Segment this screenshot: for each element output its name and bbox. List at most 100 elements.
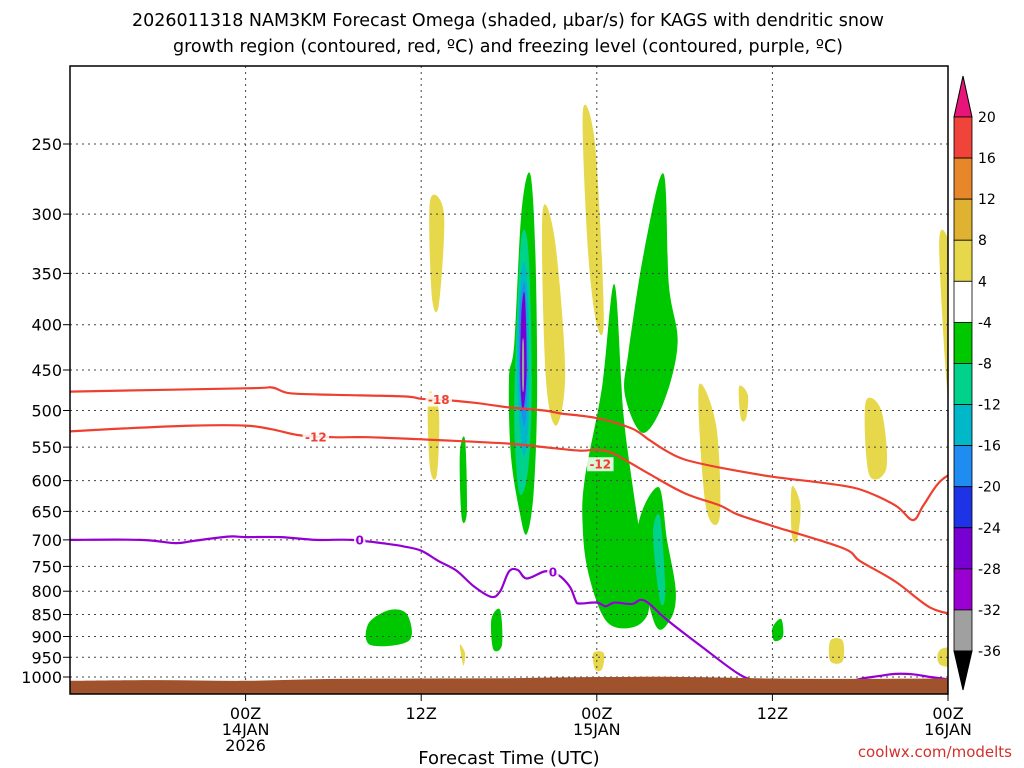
omega-area--8-13 xyxy=(771,618,784,642)
omega-area--12-9 xyxy=(653,513,666,606)
omega-shading xyxy=(365,104,948,672)
dgz-contours: -18 -12 -12 xyxy=(70,386,948,615)
y-tick-label-800: 800 xyxy=(31,582,62,601)
omega-area-4-18 xyxy=(427,391,440,480)
y-tick-label-750: 750 xyxy=(31,557,62,576)
colorbar-label-20: 20 xyxy=(978,110,996,126)
colorbar: 20 16 12 8 4 -4 -8 -12 -16 -20 -24 -28 -32 -36 xyxy=(953,75,1001,691)
y-tick-label-300: 300 xyxy=(31,205,62,224)
colorbar-label--16: -16 xyxy=(978,439,1001,455)
omega-area--8-7 xyxy=(624,173,678,433)
colorbar-label--28: -28 xyxy=(978,562,1001,578)
omega-area-4-17 xyxy=(541,204,566,426)
colorbar-band-9 xyxy=(953,486,973,529)
y-tick-label-450: 450 xyxy=(31,361,62,380)
y-tick-label-850: 850 xyxy=(31,606,62,625)
x-tick-label-0-1: 14JAN xyxy=(222,720,270,739)
omega-area-4-20 xyxy=(738,385,749,422)
x-tick-label-0-0: 00Z xyxy=(230,704,261,723)
colorbar-band-4 xyxy=(953,280,973,323)
colorbar-band-7 xyxy=(953,404,973,447)
dgz-contour-line-1 xyxy=(70,424,948,615)
colorbar-band-6 xyxy=(953,363,973,405)
chart-title-line-2: growth region (contoured, red, ºC) and f… xyxy=(173,37,843,57)
dgz-contour-label-bg-1 xyxy=(302,430,330,445)
y-tick-label-500: 500 xyxy=(31,402,62,421)
colorbar-top-arrow xyxy=(953,75,973,118)
omega-area-4-25 xyxy=(937,647,948,667)
y-tick-label-1000: 1000 xyxy=(21,668,62,687)
omega-area--8-11 xyxy=(490,608,503,652)
omega-area--8-6 xyxy=(582,284,650,629)
colorbar-label--20: -20 xyxy=(978,480,1001,496)
omega-area-4-23 xyxy=(939,229,948,403)
freezing-contour-label-1: 0 xyxy=(549,565,557,579)
colorbar-label-8: 8 xyxy=(978,233,987,249)
omega-area-4-28 xyxy=(459,644,466,666)
colorbar-label--8: -8 xyxy=(978,356,992,372)
colorbar-band-8 xyxy=(953,445,973,488)
freezing-contour-label-0: 0 xyxy=(356,533,364,547)
surface-terrain xyxy=(70,676,948,694)
grid-lines xyxy=(70,66,949,694)
freezing-contour-label-bg-1 xyxy=(547,564,559,579)
y-axis-ticks: 250 300 350 400 450 500 550 600 650 700 750 800 850 9… xyxy=(21,135,70,687)
dgz-contour-label-1: -12 xyxy=(305,431,327,445)
y-tick-label-400: 400 xyxy=(31,316,62,335)
x-tick-label-4-1: 16JAN xyxy=(924,720,972,739)
omega-area-4-26 xyxy=(828,638,845,664)
chart-title-line-1: 2026011318 NAM3KM Forecast Omega (shaded… xyxy=(132,11,884,31)
x-tick-label-1-0: 12Z xyxy=(406,704,437,723)
colorbar-band-10 xyxy=(953,527,973,570)
y-tick-label-350: 350 xyxy=(31,264,62,283)
dgz-contour-label-bg-0 xyxy=(425,392,453,407)
x-axis-label: Forecast Time (UTC) xyxy=(418,748,599,768)
y-tick-label-900: 900 xyxy=(31,627,62,646)
colorbar-band-5 xyxy=(953,321,973,364)
omega-area--32-5 xyxy=(521,338,525,393)
colorbar-bottom-arrow xyxy=(953,650,973,691)
colorbar-label-16: 16 xyxy=(978,151,996,167)
omega-area-4-27 xyxy=(592,651,605,672)
freezing-level-contours: 00 xyxy=(70,532,948,685)
y-tick-label-950: 950 xyxy=(31,648,62,667)
y-tick-label-550: 550 xyxy=(31,438,62,457)
omega-area-4-19 xyxy=(698,383,721,526)
freezing-contour-line-0 xyxy=(70,535,771,685)
x-tick-label-0-2: 2026 xyxy=(225,736,266,755)
x-tick-label-4-0: 00Z xyxy=(932,704,963,723)
colorbar-label-12: 12 xyxy=(978,192,996,208)
credit-text: coolwx.com/modelts xyxy=(858,743,1012,761)
x-tick-label-3-0: 12Z xyxy=(757,704,788,723)
dgz-contour-label-bg-2 xyxy=(587,457,614,472)
dgz-contour-line-0 xyxy=(70,386,948,522)
freezing-contour-label-bg-0 xyxy=(353,532,366,547)
colorbar-band-3 xyxy=(953,239,973,282)
x-tick-label-2-1: 15JAN xyxy=(573,720,621,739)
omega-area-4-15 xyxy=(582,104,604,336)
surface-ground xyxy=(70,676,948,694)
colorbar-label-4: 4 xyxy=(978,274,987,290)
colorbar-label--24: -24 xyxy=(978,521,1001,537)
plot-frame xyxy=(69,65,949,695)
dgz-contour-label-0: -18 xyxy=(428,393,450,407)
colorbar-band-11 xyxy=(953,568,973,611)
dgz-contour-label-2: -12 xyxy=(589,458,611,472)
colorbar-band-1 xyxy=(953,157,973,200)
colorbar-band-2 xyxy=(953,198,973,241)
x-tick-label-2-0: 00Z xyxy=(581,704,612,723)
freezing-contour-line-1 xyxy=(842,672,948,685)
omega-area-4-22 xyxy=(864,397,888,480)
colorbar-label--32: -32 xyxy=(978,603,1001,619)
y-tick-label-700: 700 xyxy=(31,531,62,550)
omega-area-4-14 xyxy=(429,194,445,313)
y-tick-label-600: 600 xyxy=(31,472,62,491)
colorbar-band-0 xyxy=(953,116,973,159)
y-tick-label-650: 650 xyxy=(31,502,62,521)
colorbar-label--36: -36 xyxy=(978,644,1001,660)
colorbar-band-12 xyxy=(953,609,973,652)
colorbar-label--12: -12 xyxy=(978,398,1001,414)
y-tick-label-250: 250 xyxy=(31,135,62,154)
omega-area--8-10 xyxy=(459,436,468,523)
